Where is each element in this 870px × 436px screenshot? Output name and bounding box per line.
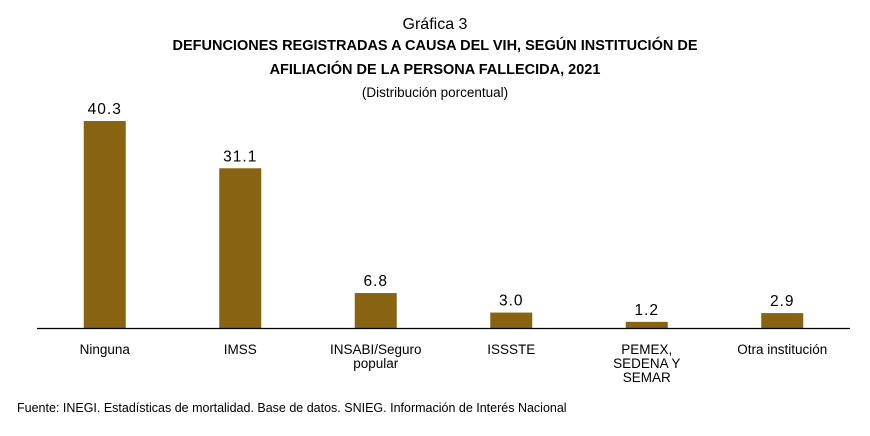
category-label-2-0: INSABI/Seguro	[330, 342, 422, 357]
category-label-3-0: ISSSTE	[487, 342, 535, 357]
bar-chart: 40.3 Ninguna 31.1 IMSS 6.8 INSABI/Seguropopul…	[37, 101, 850, 385]
source-note: Fuente: INEGI. Estadísticas de mortalida…	[17, 401, 567, 415]
category-label-2-1: popular	[353, 356, 399, 371]
chart-title-line-1: DEFUNCIONES REGISTRADAS A CAUSA DEL VIH,…	[172, 38, 698, 54]
bar-2	[354, 293, 397, 328]
value-label-2: 6.8	[363, 273, 388, 290]
category-label-4-2: SEMAR	[623, 370, 671, 385]
category-label-5-0: Otra institución	[737, 342, 827, 357]
category-label-4-0: PEMEX,	[621, 342, 672, 357]
chart-label: Gráfica 3	[402, 16, 468, 33]
category-label-1-0: IMSS	[224, 342, 257, 357]
category-label-4-1: SEDENA Y	[613, 356, 680, 371]
value-label-3: 3.0	[499, 293, 524, 310]
chart-subtitle: (Distribución porcentual)	[361, 85, 509, 100]
value-label-5: 2.9	[770, 293, 795, 310]
value-label-0: 40.3	[88, 101, 122, 118]
value-label-4: 1.2	[634, 302, 659, 319]
value-label-1: 31.1	[223, 148, 257, 165]
bar-1	[219, 168, 262, 328]
chart-title-line-2: AFILIACIÓN DE LA PERSONA FALLECIDA, 2021	[269, 62, 601, 78]
bar-0	[83, 121, 126, 328]
bar-5	[761, 313, 804, 328]
bar-4	[625, 321, 668, 328]
category-label-0-0: Ninguna	[80, 342, 131, 357]
bar-3	[490, 312, 533, 328]
